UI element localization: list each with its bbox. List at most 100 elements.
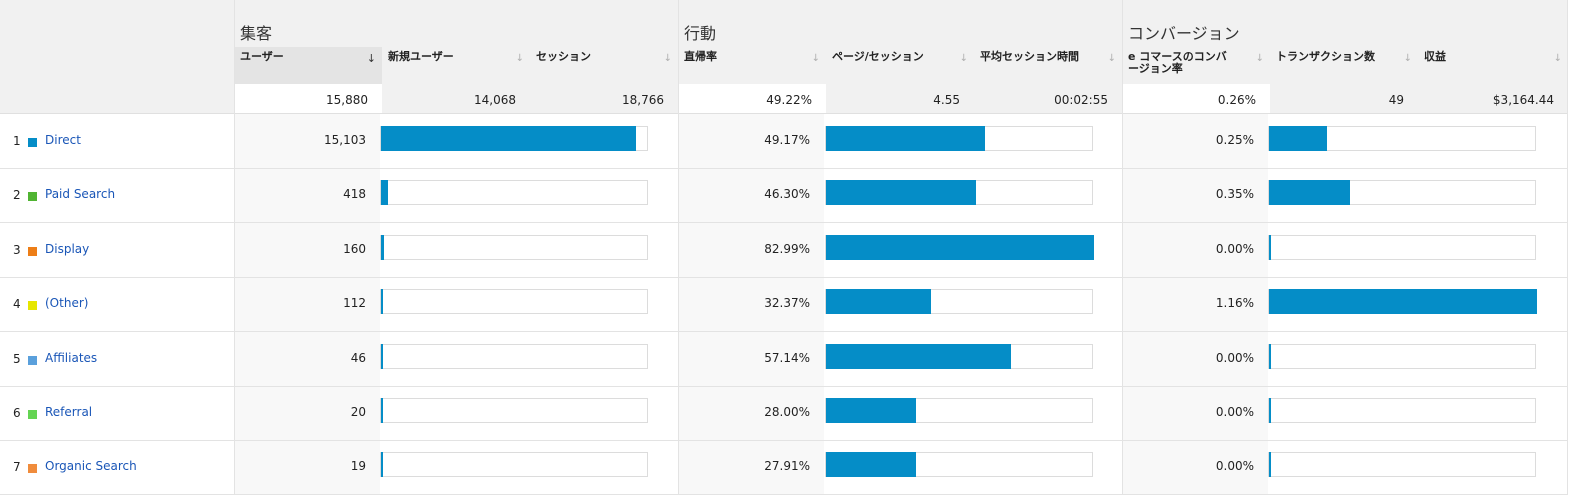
group-title-behavior: 行動 (684, 24, 717, 43)
users-bar-track (380, 180, 648, 205)
users-value: 15,103 (324, 133, 366, 147)
column-header-avg-session-duration[interactable]: 平均セッション時間 ↓ (974, 47, 1122, 84)
conversion-rate-value: 0.00% (1215, 242, 1254, 256)
bounce-rate-bar (826, 452, 916, 477)
users-bar (381, 344, 383, 369)
bounce-rate-value: 46.30% (764, 187, 810, 201)
row-divider (0, 168, 1568, 169)
conversion-rate-bar (1269, 235, 1271, 260)
sort-icon[interactable]: ↓ (1255, 53, 1264, 64)
conversion-rate-value: 0.00% (1215, 405, 1254, 419)
total-sessions: 18,766 (530, 84, 678, 114)
users-value: 160 (343, 242, 366, 256)
sort-icon[interactable]: ↓ (1403, 53, 1412, 64)
users-value: 19 (350, 459, 366, 473)
row-divider (0, 222, 1568, 223)
channel-link[interactable]: Direct (45, 133, 81, 147)
conversion-rate-bar-track (1268, 180, 1536, 205)
sort-desc-icon[interactable]: ↓ (366, 52, 376, 65)
users-bar (381, 398, 383, 423)
conversion-rate-value: 0.00% (1215, 459, 1254, 473)
conversion-rate-value: 1.16% (1215, 296, 1254, 310)
column-divider (1567, 0, 1568, 494)
users-bar (381, 289, 383, 314)
column-header-sessions-label: セッション (536, 50, 591, 63)
group-title-conversion: コンバージョン (1128, 24, 1240, 43)
totals-label-cell (0, 84, 234, 114)
column-header-bounce-rate-label: 直帰率 (684, 50, 717, 63)
channel-link[interactable]: Display (45, 242, 90, 256)
total-pages-per-session: 4.55 (826, 84, 974, 114)
column-header-users[interactable]: ユーザー ↓ (234, 47, 382, 84)
users-bar-track (380, 289, 648, 314)
bounce-rate-bar (826, 126, 985, 151)
sort-icon[interactable]: ↓ (959, 53, 968, 64)
bounce-rate-value: 49.17% (764, 133, 810, 147)
total-avg-session-duration: 00:02:55 (974, 84, 1122, 114)
bounce-rate-bar-track (825, 452, 1093, 477)
conversion-rate-bar (1269, 344, 1271, 369)
channel-link[interactable]: Organic Search (45, 459, 137, 473)
row-divider (0, 386, 1568, 387)
channel-color-swatch (28, 138, 37, 147)
column-header-transactions[interactable]: トランザクション数 ↓ (1270, 47, 1418, 84)
conversion-rate-bar (1269, 126, 1327, 151)
row-rank: 3 (13, 243, 21, 257)
conversion-rate-bar-track (1268, 452, 1536, 477)
bounce-rate-bar-track (825, 398, 1093, 423)
column-header-revenue[interactable]: 収益 ↓ (1418, 47, 1568, 84)
channel-color-swatch (28, 464, 37, 473)
sort-icon[interactable]: ↓ (515, 53, 524, 64)
row-rank: 6 (13, 406, 21, 420)
users-value: 112 (343, 296, 366, 310)
conversion-rate-bar-track (1268, 398, 1536, 423)
users-column-bg (234, 114, 380, 494)
conversion-rate-value: 0.35% (1215, 187, 1254, 201)
conversion-rate-bar (1269, 289, 1537, 314)
column-header-new-users[interactable]: 新規ユーザー ↓ (382, 47, 530, 84)
users-bar (381, 126, 636, 151)
column-header-sessions[interactable]: セッション ↓ (530, 47, 678, 84)
sort-icon[interactable]: ↓ (663, 53, 672, 64)
row-rank: 2 (13, 188, 21, 202)
bounce-rate-value: 27.91% (764, 459, 810, 473)
row-rank: 4 (13, 297, 21, 311)
users-bar (381, 452, 383, 477)
channel-link[interactable]: Referral (45, 405, 93, 419)
channel-color-swatch (28, 356, 37, 365)
column-header-pages-per-session-label: ページ/セッション (832, 50, 924, 63)
bounce-rate-bar (826, 180, 976, 205)
channel-link[interactable]: (Other) (45, 296, 89, 310)
column-header-new-users-label: 新規ユーザー (388, 50, 454, 63)
column-header-pages-per-session[interactable]: ページ/セッション ↓ (826, 47, 974, 84)
conversion-rate-bar (1269, 398, 1271, 423)
sort-icon[interactable]: ↓ (1107, 53, 1116, 64)
conversion-rate-bar-track (1268, 235, 1536, 260)
column-divider (1122, 0, 1123, 494)
conversion-rate-bar-track (1268, 126, 1536, 151)
sort-icon[interactable]: ↓ (811, 53, 820, 64)
column-divider (678, 0, 679, 494)
users-bar-track (380, 235, 648, 260)
users-bar (381, 180, 388, 205)
channel-link[interactable]: Affiliates (45, 351, 98, 365)
row-divider (0, 494, 1568, 495)
users-bar-track (380, 126, 648, 151)
channel-link[interactable]: Paid Search (45, 187, 116, 201)
column-header-avg-session-duration-label: 平均セッション時間 (980, 50, 1079, 63)
conversion-column-bg (1122, 114, 1268, 494)
conversion-rate-bar (1269, 452, 1271, 477)
total-users: 15,880 (234, 84, 382, 114)
conversion-rate-bar-track (1268, 344, 1536, 369)
bounce-rate-bar (826, 235, 1094, 260)
column-header-bounce-rate[interactable]: 直帰率 ↓ (678, 47, 826, 84)
bounce-rate-bar (826, 344, 1011, 369)
row-divider (0, 277, 1568, 278)
bounce-rate-value: 82.99% (764, 242, 810, 256)
column-header-ecommerce-conversion-rate[interactable]: e コマースのコンバ ージョン率 ↓ (1122, 47, 1270, 84)
users-value: 46 (350, 351, 366, 365)
bounce-rate-value: 28.00% (764, 405, 810, 419)
row-rank: 5 (13, 352, 21, 366)
sort-icon[interactable]: ↓ (1553, 53, 1562, 64)
column-header-ecommerce-conversion-rate-line1: e コマースのコンバ (1128, 50, 1227, 63)
